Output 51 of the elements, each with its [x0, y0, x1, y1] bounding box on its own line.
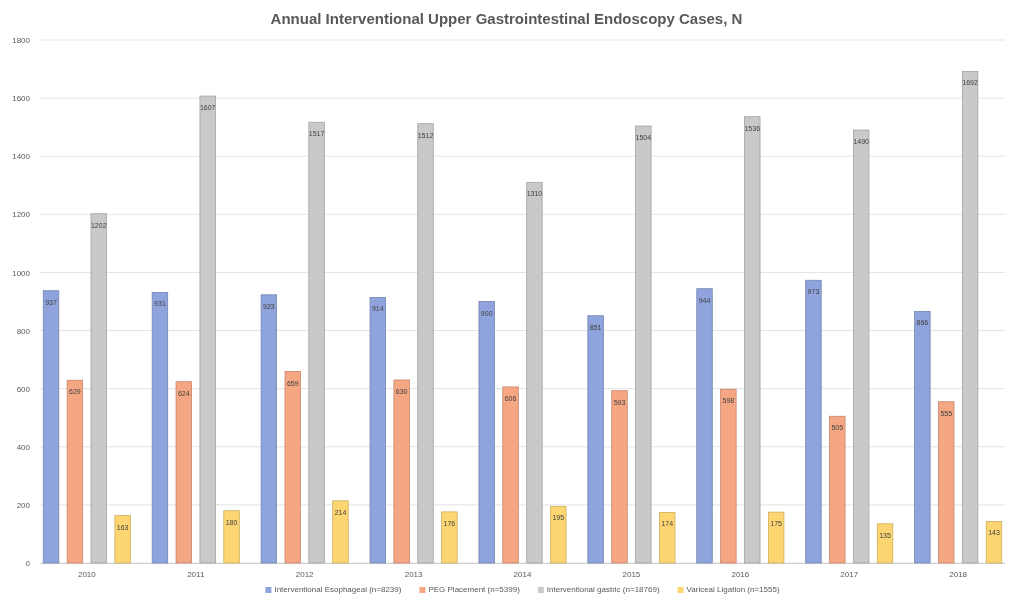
- bar: [914, 310, 931, 564]
- legend-label: Interventional gastric (n=18769): [546, 585, 660, 594]
- x-tick-label: 2013: [404, 569, 424, 579]
- y-tick-label: 1600: [12, 94, 31, 104]
- bar: [767, 511, 785, 564]
- y-tick-label: 1800: [12, 36, 31, 46]
- y-tick-label: 1200: [12, 210, 31, 220]
- legend-label: Interventional Esophageal (n=8239): [274, 585, 402, 594]
- bar: [175, 381, 192, 564]
- x-tick-label: 2016: [731, 569, 750, 579]
- bar: [441, 511, 458, 564]
- y-tick-label: 200: [16, 500, 31, 510]
- x-tick-label: 2010: [77, 569, 97, 579]
- bar: [332, 500, 349, 564]
- bar: [938, 401, 955, 564]
- bar: [805, 279, 822, 564]
- bar: [876, 523, 894, 564]
- bar: [720, 388, 737, 564]
- chart-title: Annual Interventional Upper Gastrointestinal Endoscopy Cases, N: [270, 10, 743, 27]
- bar: [114, 515, 131, 564]
- bar: [696, 288, 713, 564]
- x-tick-label: 2011: [187, 569, 205, 579]
- bar: [502, 386, 519, 564]
- y-tick-label: 0: [25, 559, 31, 569]
- bar: [478, 301, 495, 564]
- y-tick-label: 800: [16, 326, 31, 336]
- y-tick-label: 1400: [12, 152, 31, 162]
- x-tick-label: 2015: [622, 569, 641, 579]
- bar: [659, 512, 676, 564]
- bar: [587, 315, 604, 564]
- bar: [284, 371, 301, 564]
- x-tick-label: 2012: [295, 569, 315, 579]
- bar: [393, 379, 410, 564]
- y-tick-label: 600: [16, 384, 31, 394]
- bar: [260, 294, 278, 564]
- y-tick-label: 400: [16, 442, 31, 452]
- bar: [550, 505, 567, 564]
- bar: [66, 379, 84, 564]
- x-tick-label: 2014: [513, 569, 532, 579]
- bar: [829, 415, 846, 564]
- x-tick-label: 2018: [949, 569, 968, 579]
- y-tick-label: 1000: [12, 268, 31, 278]
- bar: [985, 521, 1003, 564]
- x-tick-label: 2017: [840, 569, 859, 579]
- bar: [611, 390, 628, 564]
- legend-label: PEG Placement (n=5399): [428, 585, 521, 594]
- bar: [223, 510, 240, 564]
- bar: [151, 292, 169, 564]
- bar: [369, 297, 386, 564]
- bar: [42, 290, 60, 564]
- legend-label: Variceal Ligation (n=1555): [686, 585, 780, 594]
